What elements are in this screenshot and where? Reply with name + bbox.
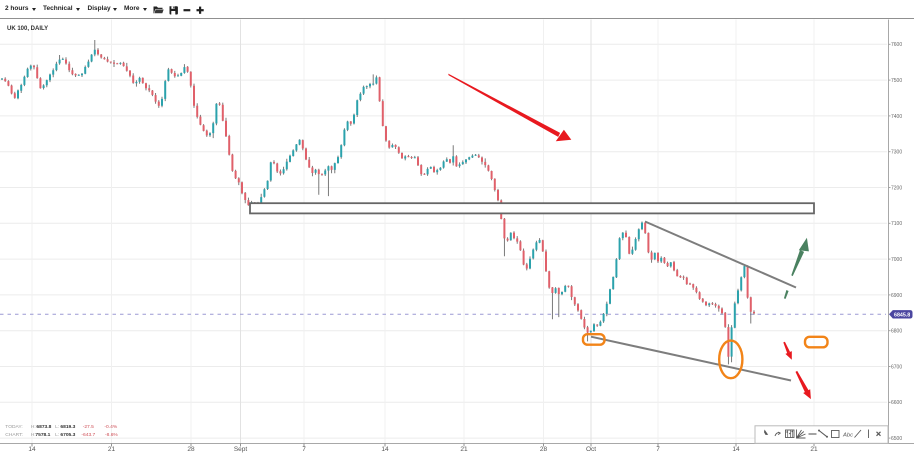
svg-text:21: 21 (810, 446, 818, 453)
svg-text:21: 21 (108, 446, 116, 453)
svg-text:7500: 7500 (891, 78, 902, 84)
svg-text:7400: 7400 (891, 114, 902, 120)
svg-text:14: 14 (381, 446, 389, 453)
svg-text:7200: 7200 (891, 185, 902, 191)
svg-text:Oct: Oct (586, 446, 596, 453)
svg-text:28: 28 (540, 446, 548, 453)
svg-text:6600: 6600 (891, 400, 902, 406)
svg-text:7300: 7300 (891, 150, 902, 156)
svg-text:6800: 6800 (891, 329, 902, 335)
svg-text:14: 14 (732, 446, 740, 453)
svg-text:6845.8: 6845.8 (894, 313, 910, 319)
svg-text:7100: 7100 (891, 221, 902, 227)
svg-text:7600: 7600 (891, 42, 902, 48)
svg-text:7000: 7000 (891, 257, 902, 263)
svg-text:Abc: Abc (842, 433, 853, 439)
svg-text:28: 28 (187, 446, 195, 453)
svg-text:14: 14 (28, 446, 36, 453)
svg-text:6500: 6500 (891, 436, 902, 442)
svg-text:6900: 6900 (891, 293, 902, 299)
svg-text:7: 7 (302, 446, 306, 453)
svg-text:6700: 6700 (891, 364, 902, 370)
svg-text:Sept: Sept (234, 446, 248, 453)
svg-text:7: 7 (656, 446, 660, 453)
svg-text:21: 21 (460, 446, 468, 453)
